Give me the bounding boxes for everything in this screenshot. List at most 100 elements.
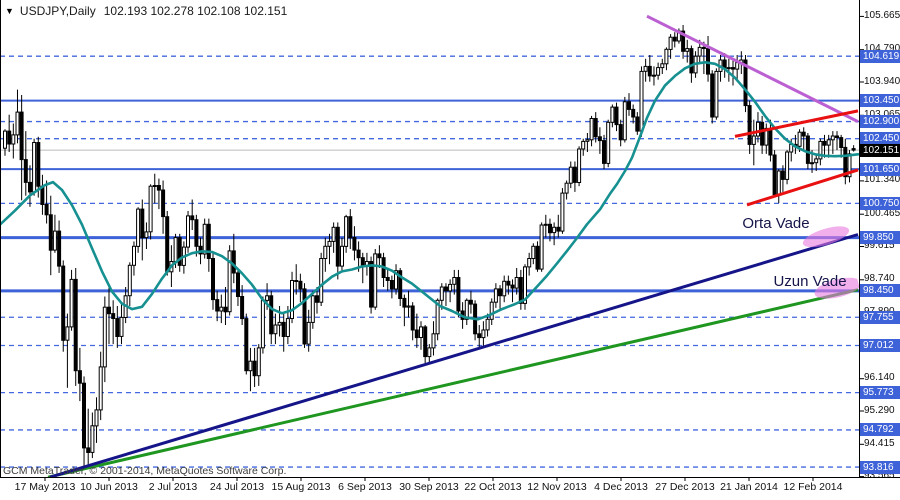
candle-body [215, 299, 220, 312]
candle-body [643, 65, 648, 72]
candle-body [839, 137, 844, 149]
candle-body [194, 219, 199, 247]
candle-body [177, 237, 182, 266]
candle-body [656, 67, 661, 76]
candle-body [743, 59, 748, 107]
uzun-vade-green-trendline[interactable] [47, 288, 859, 478]
candle-body [560, 192, 565, 232]
candle-body [527, 258, 532, 268]
candle-body [52, 230, 57, 251]
candle-body [227, 250, 232, 313]
price-tag-104.619: 104.619 [860, 49, 900, 63]
candle-body [498, 288, 502, 297]
candle-body [593, 118, 598, 138]
x-axis-label-12-nov-2013: 12 Nov 2013 [527, 481, 587, 493]
highlight-ellipse-2[interactable] [813, 274, 864, 303]
price-tag-102.900: 102.900 [860, 115, 900, 129]
candle-body [348, 216, 353, 239]
candle-body [277, 321, 282, 326]
candle-body [439, 286, 444, 301]
candle-body [768, 127, 773, 156]
candle-body [98, 366, 103, 411]
price-tag-100.750: 100.750 [860, 196, 900, 210]
candle-body [265, 295, 270, 301]
candle-body [585, 139, 590, 142]
annotation-uzun-vade[interactable]: Uzun Vade [773, 273, 846, 290]
orta-vade-navy-trendline[interactable] [49, 233, 859, 478]
candle-body [614, 106, 619, 126]
y-axis-label-103.065: 103.065 [864, 109, 900, 120]
candle-body [352, 237, 357, 251]
candle-body [211, 258, 215, 301]
candle-body [506, 280, 511, 286]
candle-body [298, 280, 303, 290]
candle-body [523, 266, 527, 304]
candle-body [685, 48, 690, 52]
candle-body [518, 277, 523, 304]
candle-body [489, 301, 494, 320]
candle-body [714, 70, 719, 118]
candle-body [327, 240, 332, 247]
candle-body [697, 46, 702, 57]
candle-body [28, 181, 32, 193]
candle-body [290, 280, 294, 319]
price-axis[interactable]: 105.665 104.790 103.940 103.065 101.340 100.4… [860, 0, 900, 481]
y-axis-label-95.290: 95.290 [864, 404, 895, 416]
descending-magenta-trendline[interactable] [646, 14, 859, 123]
x-axis-label-15-aug-2013: 15 Aug 2013 [271, 481, 331, 493]
candle-body [622, 101, 627, 141]
candle-body [244, 318, 249, 372]
candle-body [668, 36, 673, 50]
candle-body [639, 70, 644, 132]
candle-body [805, 135, 810, 164]
candle-body [602, 140, 606, 164]
annotation-orta-vade[interactable]: Orta Vade [742, 215, 809, 232]
candle-body [735, 62, 740, 70]
highlight-ellipse-1[interactable] [801, 222, 852, 251]
candle-body [186, 215, 190, 248]
candle-body [231, 250, 236, 274]
candle-body [319, 258, 324, 303]
candle-body [618, 124, 623, 141]
current-price-tag: 102.151 [860, 143, 900, 157]
candle-body [73, 278, 78, 372]
candle-body [468, 299, 473, 305]
candle-body [610, 106, 615, 123]
candle-body [681, 30, 686, 52]
y-axis-label-104.790: 104.790 [864, 43, 900, 55]
upper-red-channel-line[interactable] [734, 109, 859, 138]
candle-body [385, 277, 390, 281]
candle-body [285, 318, 290, 338]
candle-body [82, 382, 86, 449]
candle-body [843, 146, 848, 178]
candle-body [589, 118, 594, 141]
candle-body [419, 326, 423, 338]
candle-body [822, 140, 827, 146]
price-tag-95.773: 95.773 [860, 386, 900, 400]
candle-body [780, 170, 785, 180]
time-axis[interactable]: 17 May 2013 10 Jun 2013 2 Jul 2013 24 Jul 2… [0, 478, 900, 500]
candle-body [672, 36, 677, 42]
price-tag-98.450: 98.450 [860, 284, 900, 298]
candle-body [652, 74, 656, 77]
candle-body [564, 182, 569, 194]
candle-body [444, 286, 448, 292]
symbol-dropdown-icon[interactable]: ▼ [5, 6, 14, 16]
candle-body [36, 142, 41, 187]
candle-body [726, 67, 731, 70]
candle-body [144, 231, 149, 239]
candle-body [15, 111, 20, 136]
price-tag-97.012: 97.012 [860, 339, 900, 352]
lower-red-channel-line[interactable] [746, 168, 859, 207]
y-axis-label-93.565: 93.565 [864, 470, 895, 482]
candle-body [747, 105, 752, 145]
candle-body [631, 108, 636, 118]
candle-body [539, 224, 544, 270]
candle-body [456, 277, 461, 312]
candle-body [572, 166, 577, 183]
candle-body [452, 277, 457, 285]
candle-body [223, 306, 228, 313]
y-axis-label-101.340: 101.340 [864, 174, 900, 186]
candle-body [148, 185, 153, 233]
